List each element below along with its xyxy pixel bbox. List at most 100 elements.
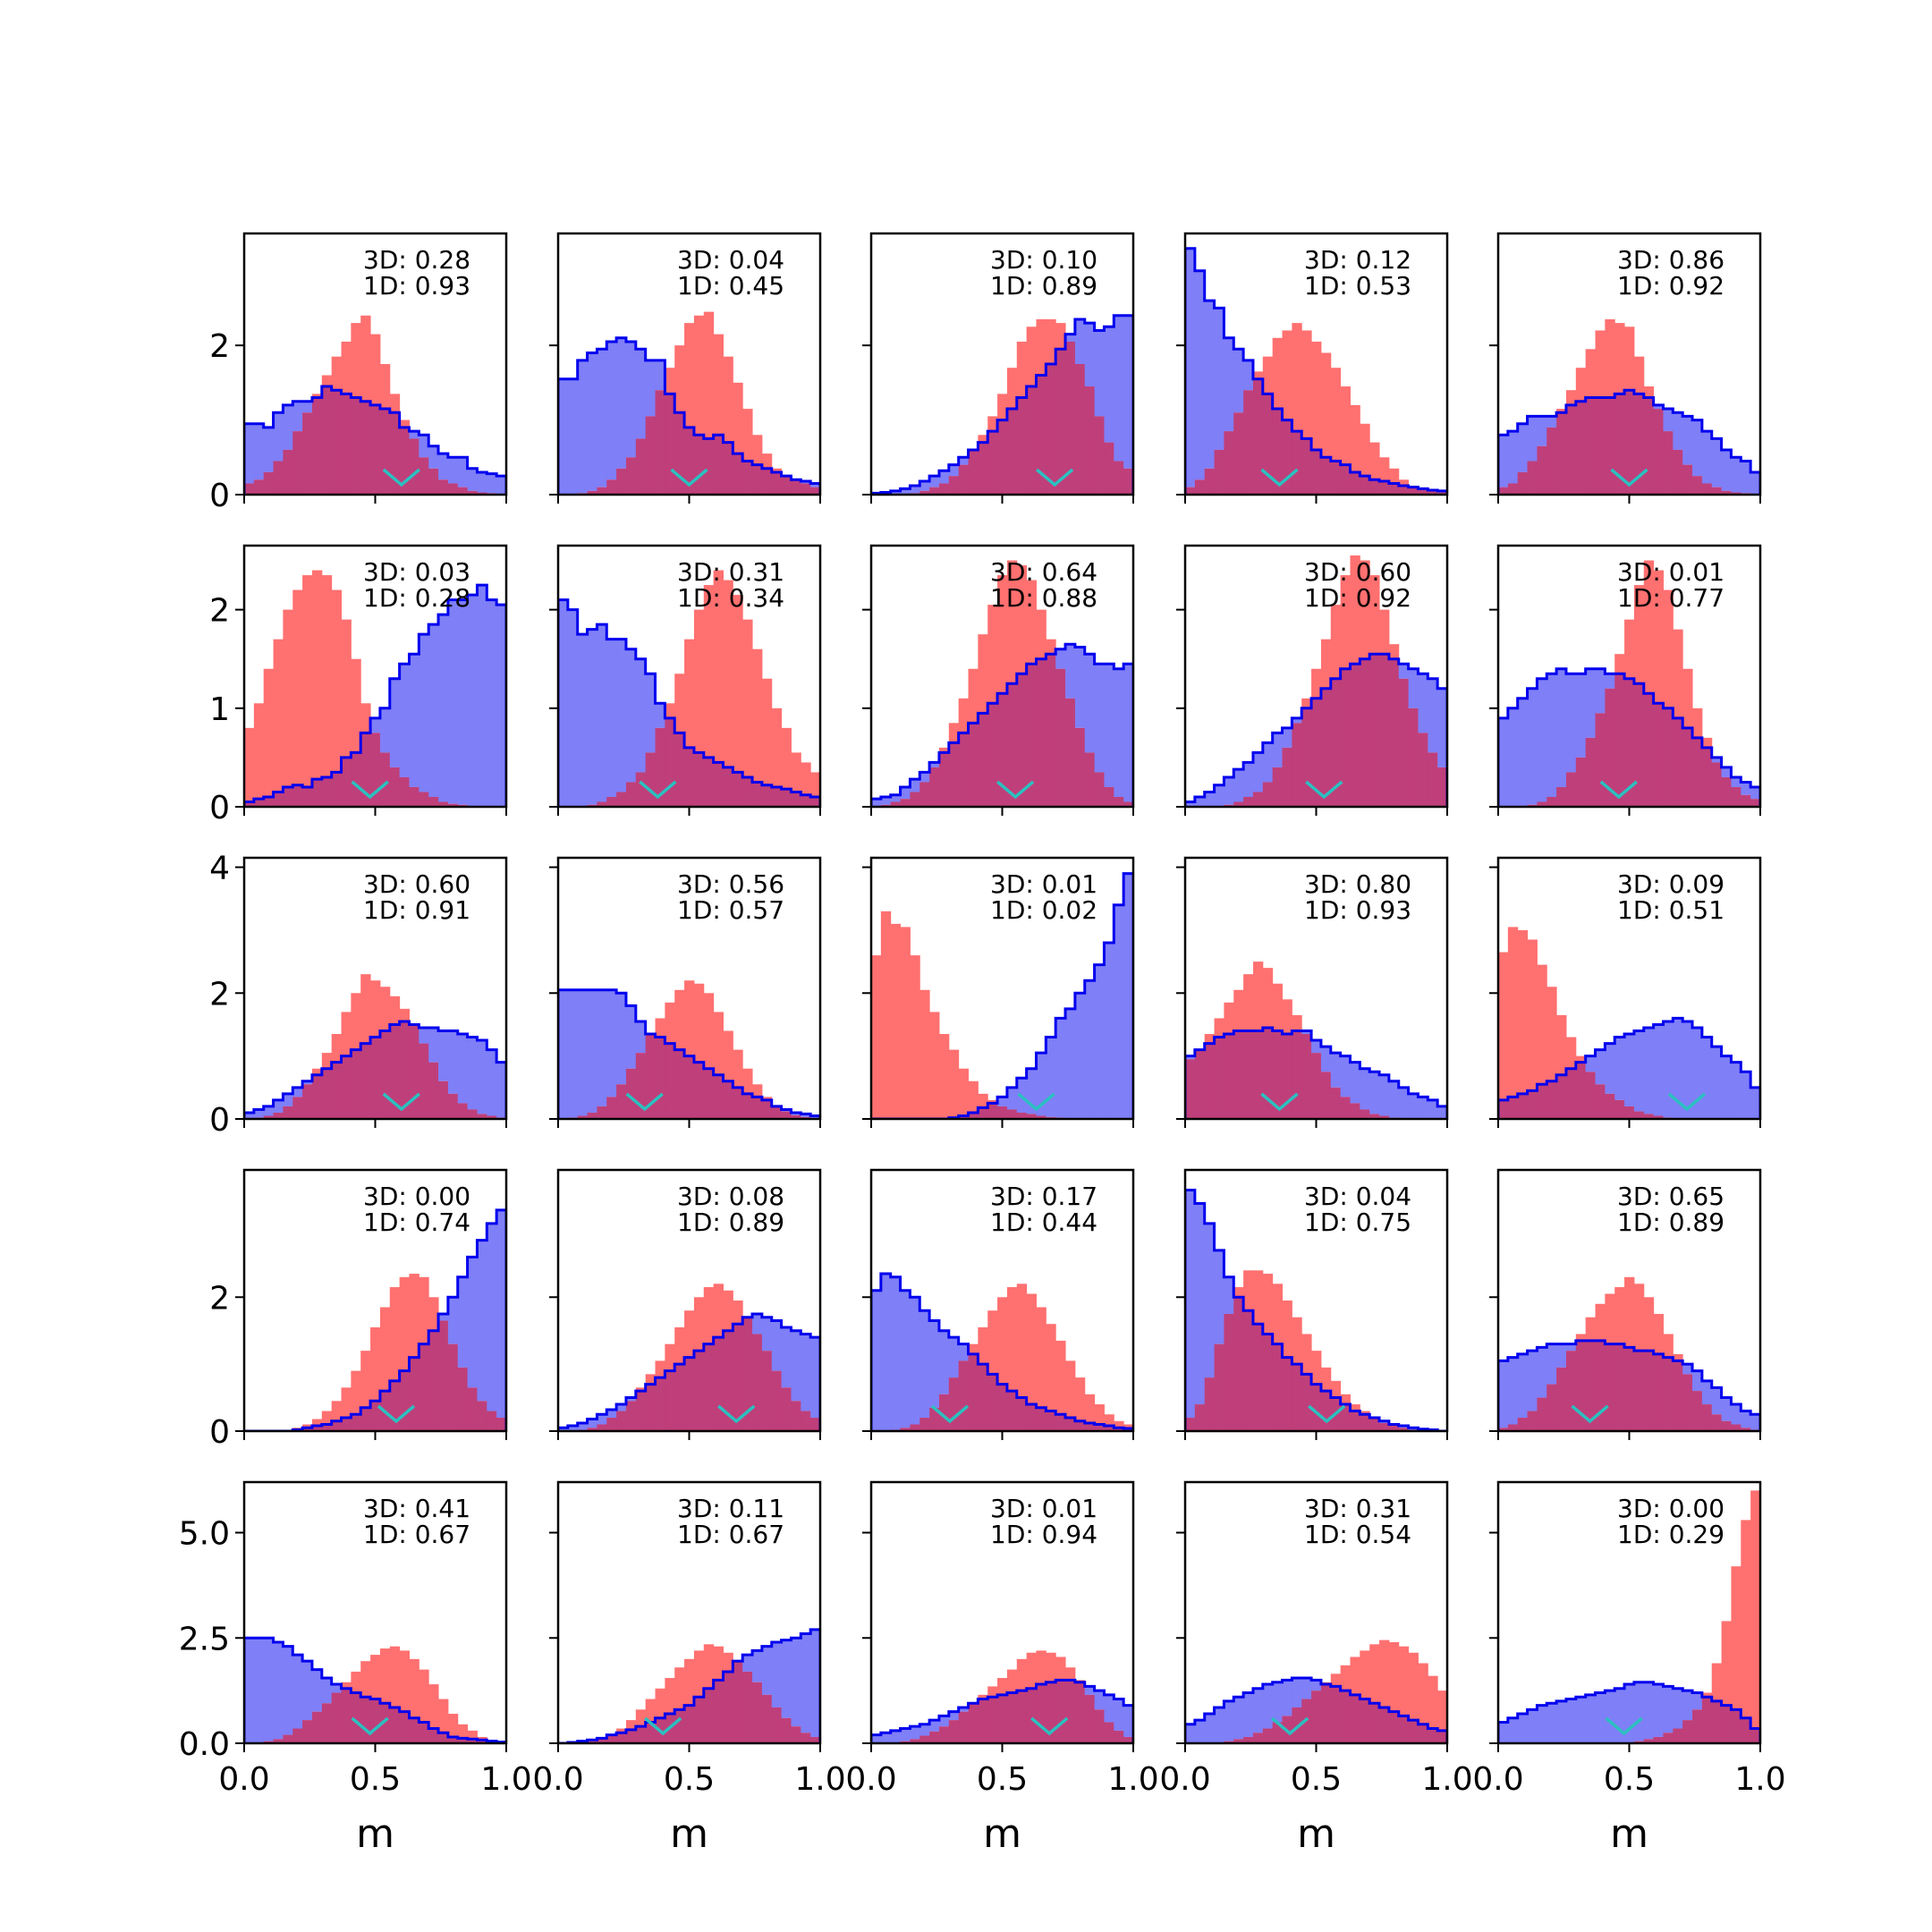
score-annotation-1d: 1D: 0.29 — [1617, 1520, 1724, 1549]
bar-overlap-10 — [341, 757, 352, 807]
bar-overlap-15 — [703, 438, 715, 495]
bar-overlap-8 — [1262, 1334, 1274, 1431]
bar-overlap-6 — [616, 468, 627, 495]
bar-overlap-20 — [752, 1097, 763, 1119]
bar-red-18 — [1046, 1324, 1056, 1411]
bar-red-13 — [1624, 619, 1635, 679]
bar-red-14 — [1320, 1367, 1332, 1392]
bar-overlap-3 — [1527, 1090, 1538, 1119]
bar-overlap-14 — [1006, 683, 1018, 807]
bar-overlap-13 — [1624, 1347, 1635, 1431]
bar-blue-6 — [302, 1661, 313, 1721]
bar-blue-19 — [1682, 416, 1693, 465]
x-tick-label: 1.0 — [1107, 1761, 1158, 1798]
mean-marker-chevron — [717, 1404, 756, 1424]
bar-red-24 — [1731, 1566, 1741, 1710]
bar-overlap-18 — [1673, 449, 1683, 495]
x-tick-label: 1.0 — [1734, 1761, 1785, 1798]
bar-overlap-11 — [351, 1049, 361, 1119]
bar-overlap-0 — [1185, 1059, 1196, 1119]
series-blue-step-line — [871, 642, 1133, 807]
x-axis-label: m — [1610, 1811, 1648, 1857]
mean-marker-chevron — [1610, 468, 1648, 487]
bar-overlap-20 — [752, 1334, 763, 1431]
bar-red-18 — [1673, 629, 1683, 718]
bar-blue-3 — [900, 1728, 911, 1741]
bar-red-8 — [1575, 1334, 1587, 1341]
bar-overlap-4 — [283, 1734, 293, 1743]
bar-blue-15 — [389, 678, 401, 767]
bar-red-19 — [1369, 442, 1380, 480]
bar-overlap-5 — [1546, 1384, 1557, 1431]
bar-blue-6 — [1243, 1692, 1254, 1737]
bar-red-18 — [733, 382, 743, 454]
y-tick-label: 2 — [209, 976, 230, 1013]
series-blue-step-line — [558, 598, 820, 807]
bar-overlap-8 — [1262, 394, 1274, 495]
bar-overlap-7 — [1565, 1351, 1577, 1431]
bar-overlap-19 — [428, 1330, 439, 1431]
bar-overlap-12 — [360, 1407, 371, 1431]
bar-red-17 — [1350, 404, 1360, 472]
bar-red-24 — [477, 1736, 487, 1741]
bar-overlap-0 — [1498, 487, 1509, 495]
bar-blue-19 — [428, 445, 439, 469]
bar-blue-6 — [616, 993, 627, 1085]
x-tick-label: 0.5 — [1604, 1761, 1655, 1798]
bar-overlap-10 — [655, 1037, 665, 1119]
bar-blue-25 — [1741, 1411, 1751, 1428]
bar-blue-22 — [457, 1034, 469, 1104]
bar-overlap-13 — [997, 1384, 1008, 1431]
score-annotation-1d: 1D: 0.74 — [363, 1208, 470, 1237]
plot-area — [871, 314, 1133, 495]
bar-overlap-20 — [438, 801, 449, 807]
bar-blue-18 — [419, 634, 429, 792]
bar-blue-7 — [311, 1669, 323, 1712]
bar-overlap-13 — [370, 1401, 381, 1431]
bar-red-22 — [457, 1724, 469, 1739]
score-annotation-1d: 1D: 0.89 — [677, 1208, 784, 1237]
bar-red-12 — [1614, 323, 1625, 394]
bar-overlap-10 — [968, 449, 979, 495]
bar-overlap-11 — [1292, 431, 1302, 495]
bar-red-16 — [1026, 326, 1037, 387]
bar-blue-7 — [625, 341, 637, 458]
bar-overlap-16 — [1026, 1404, 1037, 1431]
bar-overlap-24 — [1104, 442, 1114, 495]
bar-overlap-24 — [791, 792, 801, 807]
bar-overlap-5 — [1546, 427, 1557, 495]
bar-blue-10 — [1282, 727, 1292, 748]
bar-overlap-16 — [1653, 1115, 1664, 1119]
x-tick-label: 0.5 — [664, 1761, 715, 1798]
bar-red-8 — [1262, 356, 1274, 394]
plot-area — [1498, 927, 1760, 1119]
bar-blue-5 — [1546, 416, 1557, 428]
bar-overlap-14 — [1633, 1351, 1645, 1431]
bar-overlap-11 — [978, 442, 988, 495]
bar-red-13 — [997, 394, 1008, 420]
bar-overlap-14 — [693, 1062, 705, 1119]
bar-blue-5 — [606, 989, 617, 1097]
bar-overlap-14 — [1633, 1111, 1645, 1119]
bar-overlap-12 — [987, 1374, 998, 1431]
bar-blue-20 — [1692, 419, 1703, 477]
bar-blue-5 — [606, 639, 617, 797]
bar-overlap-13 — [684, 1357, 695, 1431]
mean-marker-chevron — [1305, 780, 1343, 800]
bar-blue-17 — [1350, 1062, 1360, 1104]
bar-blue-26 — [1123, 315, 1133, 469]
series-blue-step-line — [1185, 1188, 1447, 1431]
bar-overlap-11 — [978, 1364, 988, 1431]
bar-blue-26 — [1750, 1087, 1760, 1119]
bar-blue-22 — [771, 1641, 783, 1707]
bar-red-16 — [399, 419, 410, 428]
bar-overlap-8 — [321, 1424, 333, 1431]
bar-overlap-18 — [1673, 717, 1683, 807]
bar-overlap-11 — [1605, 688, 1615, 807]
bar-red-26 — [1750, 1490, 1760, 1729]
bar-red-14 — [1320, 639, 1332, 689]
bar-overlap-17 — [1350, 471, 1360, 495]
plot-area — [244, 570, 506, 807]
bar-overlap-22 — [771, 1370, 783, 1431]
